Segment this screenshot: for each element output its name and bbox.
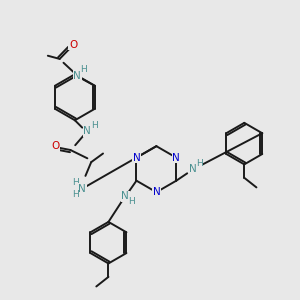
Text: O: O bbox=[69, 40, 77, 50]
Text: H: H bbox=[80, 65, 87, 74]
Text: N: N bbox=[152, 187, 160, 197]
Text: H: H bbox=[72, 178, 79, 187]
Text: N: N bbox=[78, 184, 86, 194]
Text: N: N bbox=[74, 70, 81, 80]
Text: N: N bbox=[172, 153, 180, 163]
Text: N: N bbox=[189, 164, 197, 175]
Text: N: N bbox=[133, 153, 140, 163]
Text: H: H bbox=[72, 190, 79, 199]
Text: H: H bbox=[91, 121, 98, 130]
Text: N: N bbox=[122, 191, 129, 201]
Text: H: H bbox=[128, 197, 135, 206]
Text: O: O bbox=[51, 141, 59, 151]
Text: N: N bbox=[83, 127, 91, 136]
Text: H: H bbox=[196, 159, 203, 168]
